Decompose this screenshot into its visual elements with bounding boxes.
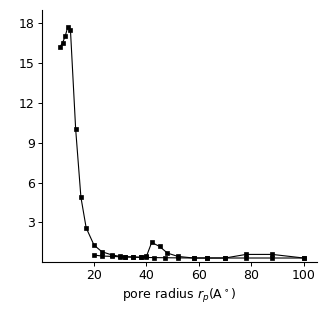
X-axis label: pore radius $r_p$(A$^\circ$): pore radius $r_p$(A$^\circ$) (122, 286, 236, 305)
